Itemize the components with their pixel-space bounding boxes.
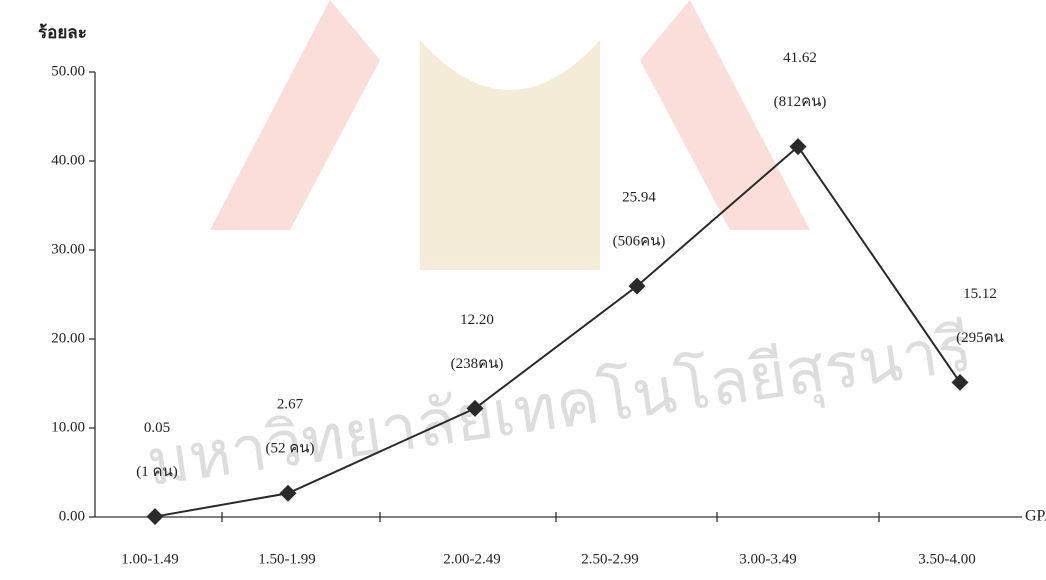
- watermark-text: มหาวิทยาลัยเทคโนโลยีสุรนารี: [142, 312, 977, 502]
- data-label: 41.62: [783, 50, 817, 66]
- data-label: 15.12: [963, 286, 997, 302]
- y-axis-label: ร้อยละ: [38, 23, 87, 42]
- data-label: 0.05: [144, 420, 170, 436]
- data-label: 12.20: [460, 312, 494, 328]
- annotation: (812คน): [774, 94, 827, 110]
- x-tick-label: 2.00-2.49: [443, 551, 501, 567]
- y-tick-label: 50.00: [51, 63, 85, 79]
- y-tick-label: 30.00: [51, 241, 85, 257]
- data-label: 25.94: [622, 190, 656, 206]
- annotation: (295คน: [956, 330, 1004, 346]
- y-tick-label: 40.00: [51, 152, 85, 168]
- x-tick-label: 3.50-4.00: [918, 551, 976, 567]
- data-label: 2.67: [277, 397, 304, 413]
- marker: [466, 399, 484, 417]
- marker: [951, 373, 969, 391]
- y-tick-label: 0.00: [59, 508, 85, 524]
- x-tick-label: 1.50-1.99: [258, 551, 316, 567]
- marker: [789, 138, 807, 156]
- watermark-logo: [210, 0, 810, 270]
- x-tick-label: 3.00-3.49: [739, 551, 797, 567]
- annotation: (52 คน): [265, 441, 314, 457]
- marker: [146, 508, 164, 526]
- x-axis-label: GPA: [1025, 508, 1046, 525]
- y-tick-label: 20.00: [51, 330, 85, 346]
- marker: [628, 277, 646, 295]
- line: [154, 145, 961, 518]
- x-tick-label: 1.00-1.49: [121, 551, 179, 567]
- y-tick-label: 10.00: [51, 419, 85, 435]
- x-tick-label: 2.50-2.99: [581, 551, 639, 567]
- annotation: (506คน): [613, 234, 666, 250]
- annotation: (1 คน): [136, 464, 178, 480]
- annotation: (238คน): [451, 356, 504, 372]
- marker: [279, 484, 297, 502]
